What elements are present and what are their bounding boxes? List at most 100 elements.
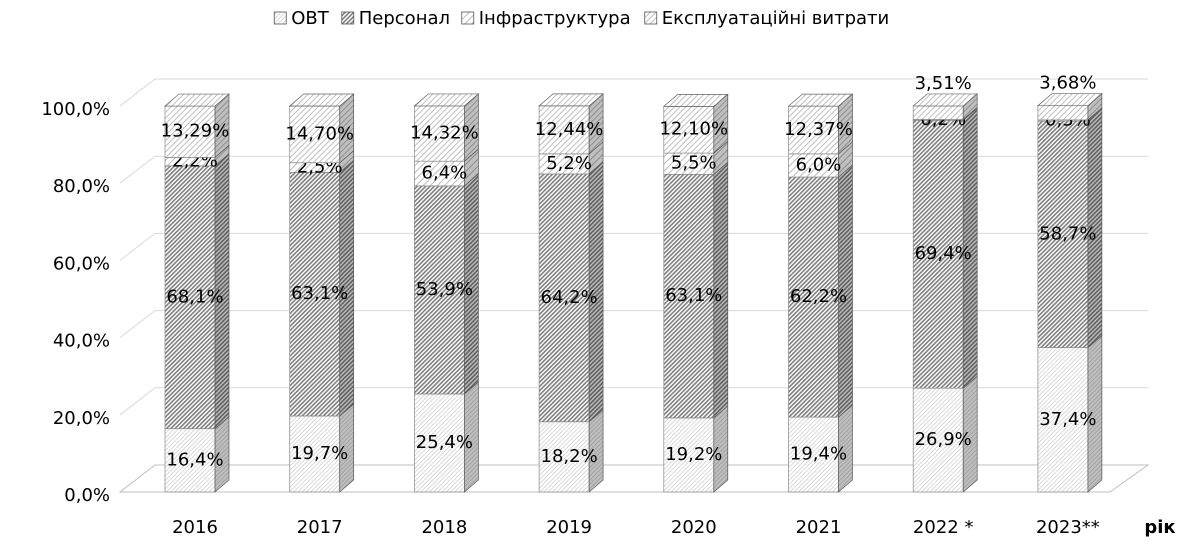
data-label: 16,4% bbox=[166, 449, 223, 470]
bar-side-shade bbox=[838, 94, 853, 154]
bar-side-shade bbox=[589, 409, 604, 492]
data-label: 69,4% bbox=[915, 243, 972, 264]
data-label: 25,4% bbox=[416, 432, 473, 453]
data-label: 6,4% bbox=[422, 163, 468, 184]
legend-swatch bbox=[273, 11, 287, 25]
x-tick-label: 2022 * bbox=[913, 517, 974, 538]
data-label: 19,4% bbox=[790, 444, 847, 465]
bar-side-shade bbox=[589, 141, 604, 174]
data-label: 3,68% bbox=[1039, 73, 1096, 94]
bar-front bbox=[289, 172, 341, 417]
bar-side-shade bbox=[215, 416, 229, 492]
bar-side-shade bbox=[339, 403, 354, 492]
bar-side-shade bbox=[713, 405, 728, 492]
bar-top bbox=[662, 94, 729, 107]
data-label: 62,2% bbox=[790, 286, 847, 307]
bar-front bbox=[289, 105, 341, 164]
bar-side-shade bbox=[215, 153, 229, 429]
data-label: 6,0% bbox=[796, 154, 842, 175]
data-label: 37,4% bbox=[1039, 409, 1096, 430]
grid-line bbox=[119, 232, 1148, 261]
bar-segment bbox=[663, 161, 729, 419]
data-label: 68,1% bbox=[166, 286, 223, 307]
bar-front bbox=[788, 176, 839, 418]
x-tick-label: 2016 bbox=[172, 517, 218, 538]
data-label: 3,51% bbox=[915, 73, 972, 94]
data-label: 5,5% bbox=[671, 153, 717, 174]
bar-side-shade bbox=[1087, 335, 1102, 492]
x-tick-label: 2017 bbox=[297, 517, 343, 538]
bar-top bbox=[1036, 93, 1103, 107]
grid-line bbox=[119, 155, 1148, 184]
y-tick-label: 100,0% bbox=[41, 99, 110, 120]
bar-front bbox=[414, 160, 465, 187]
floor bbox=[118, 464, 1150, 493]
bar-front bbox=[164, 428, 216, 493]
grid-line bbox=[119, 310, 1148, 338]
bar-segment bbox=[414, 381, 479, 493]
bar-side-shade bbox=[339, 94, 354, 163]
bar-side-shade bbox=[339, 160, 354, 416]
legend-swatch bbox=[341, 11, 355, 25]
legend-label: Інфраструктура bbox=[479, 8, 631, 29]
x-tick-label: 2019 bbox=[546, 517, 592, 538]
bar-side-shade bbox=[464, 173, 479, 394]
bar-side-shade bbox=[464, 93, 479, 162]
bar-side-shade bbox=[838, 141, 853, 178]
bar-side-shade bbox=[963, 108, 978, 389]
bar-segment bbox=[164, 144, 230, 167]
bar-side-shade bbox=[713, 162, 728, 418]
y-tick-label: 20,0% bbox=[53, 408, 110, 429]
bar-side-shade bbox=[339, 150, 354, 173]
legend-label: ОВТ bbox=[291, 8, 330, 29]
bar-top bbox=[164, 93, 230, 107]
bar-segment bbox=[538, 408, 604, 493]
y-tick-label: 80,0% bbox=[53, 176, 110, 197]
legend-label: Персонал bbox=[359, 8, 450, 29]
data-label: 12,37% bbox=[784, 119, 853, 140]
x-axis-label: рік bbox=[1144, 517, 1175, 538]
bar-side-shade bbox=[1087, 93, 1102, 120]
legend-swatch bbox=[461, 11, 475, 25]
data-label: 64,2% bbox=[541, 287, 598, 308]
data-label: 12,10% bbox=[659, 119, 728, 140]
bar-front bbox=[663, 173, 715, 419]
data-label: 63,1% bbox=[291, 283, 348, 304]
bar-front bbox=[663, 417, 715, 493]
bar-top bbox=[413, 93, 480, 107]
bar-top bbox=[787, 93, 854, 107]
bar-segment bbox=[663, 140, 729, 176]
bar-segment bbox=[912, 93, 979, 121]
data-label: 63,1% bbox=[665, 285, 722, 306]
bar-segment bbox=[912, 375, 978, 493]
bar-side-shade bbox=[963, 376, 978, 492]
x-tick-label: 2023** bbox=[1036, 517, 1100, 538]
bar-segment bbox=[1037, 334, 1103, 493]
bar-segment bbox=[1036, 92, 1103, 121]
bar-segment bbox=[414, 173, 479, 395]
bar-segment bbox=[289, 159, 355, 417]
data-label: 19,7% bbox=[291, 443, 348, 464]
legend-label: Експлуатаційні витрати bbox=[662, 8, 890, 29]
bar-top bbox=[912, 93, 979, 107]
bar-segment bbox=[787, 93, 854, 155]
bar-side-shade bbox=[1087, 109, 1102, 348]
data-label: 53,9% bbox=[416, 279, 473, 300]
bar-side-shade bbox=[713, 94, 728, 154]
bar-segment bbox=[413, 93, 480, 162]
data-label: 14,32% bbox=[410, 123, 479, 144]
x-tick-label: 2021 bbox=[796, 517, 842, 538]
bar-side-shade bbox=[589, 161, 604, 422]
bar-front bbox=[788, 105, 839, 155]
bar-front bbox=[912, 105, 964, 120]
bar-front bbox=[1037, 105, 1089, 121]
bar-side-shade bbox=[589, 93, 604, 154]
bar-segment bbox=[164, 415, 230, 493]
data-label: 13,29% bbox=[161, 121, 230, 142]
bar-segment bbox=[662, 93, 729, 154]
bar-side-shade bbox=[963, 93, 978, 120]
bar-side-shade bbox=[215, 145, 229, 166]
data-label: 58,7% bbox=[1039, 223, 1096, 244]
bar-segment bbox=[164, 93, 230, 159]
bar-front bbox=[1037, 347, 1089, 493]
